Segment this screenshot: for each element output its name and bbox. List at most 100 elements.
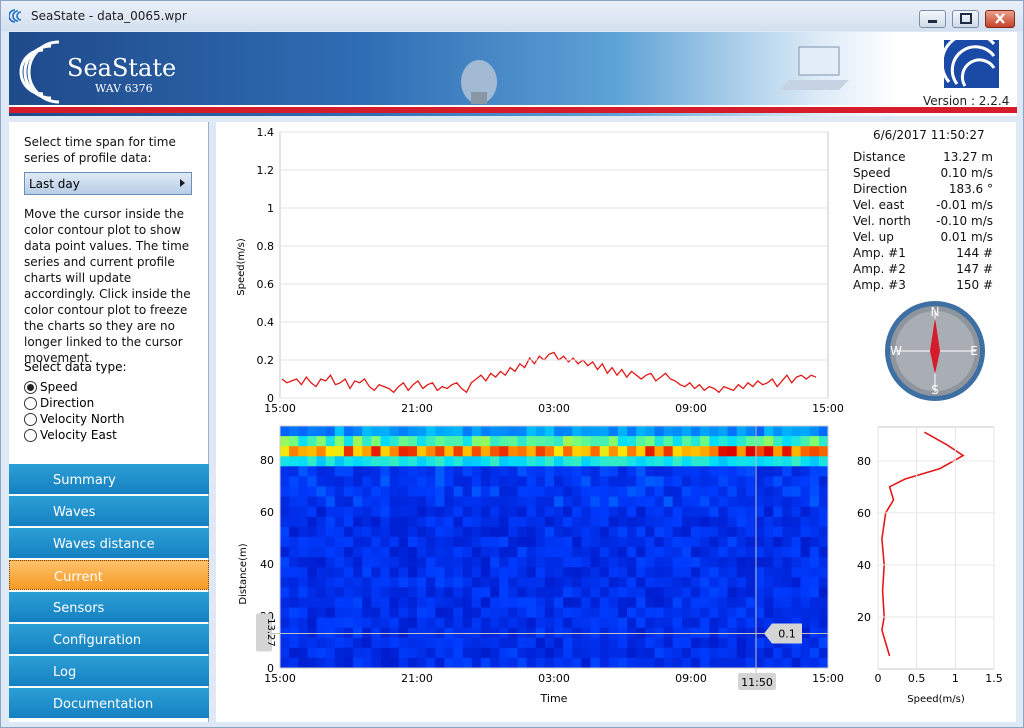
heatmap-cell <box>435 536 445 548</box>
heatmap-cell <box>307 466 317 477</box>
heatmap-cell <box>407 476 418 487</box>
heatmap-cell <box>599 436 610 447</box>
heatmap-cell <box>462 597 473 608</box>
nav-sensors[interactable]: Sensors <box>9 592 209 622</box>
radio-velocity-east[interactable]: Velocity East <box>24 427 117 443</box>
heatmap-cell <box>462 637 473 649</box>
heatmap-cell <box>773 436 783 447</box>
heatmap-cell <box>809 567 820 578</box>
heatmap-cell <box>471 466 482 477</box>
heatmap-cell <box>617 597 628 608</box>
heatmap-cell <box>791 557 802 568</box>
distance-contour-plot[interactable]: Distance(m) Time 02040608015:0021:0003:0… <box>238 425 844 705</box>
heatmap-cell <box>480 577 491 588</box>
heatmap-cell <box>499 506 509 518</box>
heatmap-cell <box>764 617 774 629</box>
nav-summary[interactable]: Summary <box>9 464 209 494</box>
heatmap-cell <box>818 637 829 649</box>
heatmap-cell <box>343 637 354 649</box>
timespan-dropdown[interactable]: Last day <box>24 172 192 195</box>
heatmap-cell <box>782 547 792 558</box>
heatmap-cell <box>663 607 674 619</box>
heatmap-cell <box>298 456 308 467</box>
nav-waves[interactable]: Waves <box>9 496 209 526</box>
heatmap-cell <box>791 547 802 558</box>
heatmap-cell <box>554 466 564 477</box>
heatmap-cell <box>325 577 336 588</box>
heatmap-cell <box>700 516 710 528</box>
heatmap-cell <box>544 426 555 437</box>
nav-current[interactable]: Current <box>9 560 209 590</box>
heatmap-cell <box>453 466 464 477</box>
heatmap-cell <box>298 597 308 608</box>
nav-documentation[interactable]: Documentation <box>9 688 209 718</box>
heatmap-cell <box>636 516 646 528</box>
heatmap-cell <box>280 637 290 649</box>
heatmap-cell <box>727 607 738 619</box>
heatmap-cell <box>800 607 811 619</box>
heatmap-cell <box>700 567 710 578</box>
heatmap-cell <box>663 597 674 608</box>
heatmap-cell <box>298 426 308 437</box>
heatmap-cell <box>535 456 546 467</box>
heatmap-cell <box>426 496 436 508</box>
heatmap-cell <box>280 436 290 447</box>
heatmap-cell <box>818 597 829 608</box>
heatmap-cell <box>453 526 464 538</box>
heatmap-cell <box>353 577 363 588</box>
heatmap-cell <box>426 446 436 457</box>
heatmap-cell <box>681 557 692 568</box>
heatmap-cell <box>718 587 728 598</box>
radio-velocity-north[interactable]: Velocity North <box>24 411 124 427</box>
nav-waves-distance[interactable]: Waves distance <box>9 528 209 558</box>
close-button[interactable] <box>985 10 1015 28</box>
heatmap-cell <box>745 496 756 508</box>
heatmap-cell <box>572 637 582 649</box>
heatmap-cell <box>417 516 427 528</box>
maximize-button[interactable] <box>952 10 979 28</box>
heatmap-cell <box>499 547 509 558</box>
heatmap-cell <box>371 617 381 629</box>
heatmap-cell <box>490 426 500 437</box>
heatmap-cell <box>608 587 619 598</box>
heatmap-cell <box>590 506 601 518</box>
nav-log[interactable]: Log <box>9 656 209 686</box>
heatmap-cell <box>773 536 783 548</box>
heatmap-cell <box>809 516 820 528</box>
heatmap-cell <box>517 607 528 619</box>
radio-direction[interactable]: Direction <box>24 395 94 411</box>
profile-xtick: 0 <box>875 672 882 685</box>
heatmap-cell <box>444 587 454 598</box>
heatmap-cell <box>398 496 409 508</box>
heatmap-cell <box>380 657 391 669</box>
heatmap-cell <box>508 547 518 558</box>
heatmap-cell <box>709 597 719 608</box>
heatmap-cell <box>745 526 756 538</box>
heatmap-xlabel: Time <box>540 692 568 705</box>
heatmap-cell <box>435 597 445 608</box>
heatmap-cell <box>480 597 491 608</box>
heatmap-cell <box>353 456 363 467</box>
heatmap-cell <box>599 657 610 669</box>
heatmap-cell <box>627 486 637 498</box>
heatmap-cell <box>362 597 372 608</box>
heatmap-cell <box>435 516 445 528</box>
header-banner: SeaState WAV 6376 Version : 2.2.4 <box>9 32 1017 116</box>
minimize-button[interactable] <box>919 10 946 28</box>
heatmap-cell <box>280 647 290 659</box>
heatmap-cell <box>672 577 683 588</box>
heatmap-cell <box>764 637 774 649</box>
heatmap-cell <box>599 446 610 457</box>
heatmap-cell <box>343 456 354 467</box>
nav-configuration[interactable]: Configuration <box>9 624 209 654</box>
heatmap-cell <box>526 547 537 558</box>
radio-speed[interactable]: Speed <box>24 379 78 395</box>
heatmap-cell <box>599 587 610 598</box>
heatmap-cell <box>654 557 665 568</box>
heatmap-cell <box>535 647 546 659</box>
heatmap-cell <box>444 476 454 487</box>
heatmap-cell <box>617 637 628 649</box>
heatmap-cell <box>672 567 683 578</box>
heatmap-cell <box>508 476 518 487</box>
heatmap-cell <box>818 486 829 498</box>
